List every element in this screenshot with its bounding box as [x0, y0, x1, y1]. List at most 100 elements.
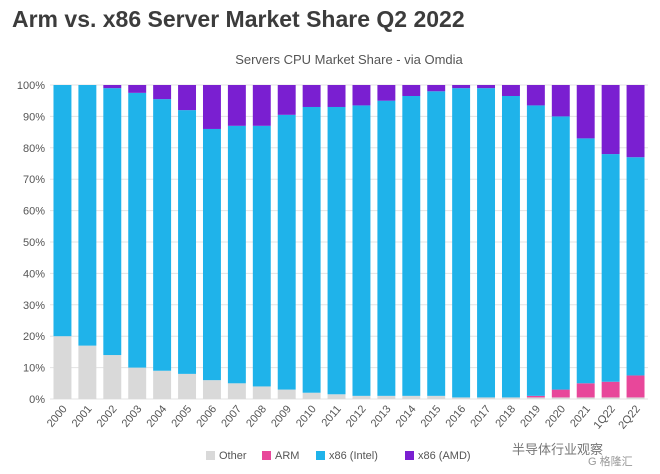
bar-segment [153, 370, 172, 399]
bar-segment [103, 88, 122, 356]
bar-segment [302, 85, 321, 107]
bar-segment [576, 85, 595, 139]
x-tick-label: 2005 [169, 403, 194, 429]
bar-segment [601, 85, 620, 155]
bar-segment [526, 85, 545, 106]
bar-segment [601, 154, 620, 382]
y-tick-label: 70% [23, 174, 45, 186]
bar-segment [53, 85, 72, 337]
bar-segment [202, 85, 221, 129]
bar-segment [402, 85, 421, 96]
x-tick-label: 2021 [568, 403, 593, 429]
bar-segment [178, 373, 197, 399]
bar-segment [277, 114, 296, 390]
y-tick-label: 100% [17, 80, 45, 92]
x-tick-label: 2018 [493, 403, 518, 429]
y-tick-label: 0% [29, 394, 45, 406]
legend-label: Other [219, 450, 247, 462]
bar-segment [626, 375, 645, 398]
x-tick-label: 2007 [219, 403, 244, 429]
x-tick-label: 2004 [144, 403, 169, 429]
bar-segment [103, 355, 122, 399]
x-tick-label: 2006 [194, 403, 219, 429]
x-tick-label: 2011 [319, 403, 343, 429]
x-tick-label: 2002 [95, 403, 120, 429]
x-tick-label: 2017 [468, 403, 493, 429]
bar-segment [477, 88, 496, 398]
bar-segment [128, 92, 147, 368]
bar-segment [452, 88, 471, 398]
bar-segment [252, 125, 271, 387]
x-tick-label: 2010 [294, 403, 319, 429]
bar-segment [202, 128, 221, 381]
bar-segment [78, 85, 97, 346]
bar-segment [526, 395, 545, 398]
bar-segment [53, 336, 72, 399]
bar-segment [327, 394, 346, 399]
bar-segment [377, 85, 396, 101]
bar-segment [277, 389, 296, 399]
bar-segment [327, 85, 346, 107]
bar-segment [227, 383, 246, 399]
bar-segment [202, 380, 221, 399]
bar-segment [626, 157, 645, 376]
bar-segment [501, 397, 520, 399]
x-tick-label: 2008 [244, 403, 269, 429]
legend-label: x86 (Intel) [329, 450, 378, 462]
y-tick-label: 80% [23, 143, 45, 155]
bar-segment [551, 116, 570, 390]
legend-label: x86 (AMD) [418, 450, 471, 462]
bar-segment [78, 345, 97, 399]
x-tick-label: 2014 [394, 403, 419, 429]
y-tick-label: 10% [23, 363, 45, 375]
bar-segment [103, 85, 122, 89]
bar-segment [352, 395, 371, 399]
bar-segment [352, 85, 371, 106]
bar-segment [576, 397, 595, 399]
x-tick-label: 2003 [120, 403, 145, 429]
y-tick-label: 30% [23, 300, 45, 312]
bar-segment [178, 85, 197, 111]
bar-segment [252, 85, 271, 126]
bar-segment [576, 138, 595, 384]
chart-title: Servers CPU Market Share - via Omdia [235, 52, 463, 67]
x-tick-label: 2012 [344, 403, 369, 429]
legend-swatch [206, 451, 215, 460]
bar-segment [128, 367, 147, 399]
bar-segment [153, 99, 172, 371]
bar-segment [227, 125, 246, 384]
y-tick-label: 40% [23, 268, 45, 280]
bar-segment [551, 397, 570, 399]
x-tick-label: 1Q22 [591, 403, 617, 431]
x-tick-label: 2000 [45, 403, 70, 429]
bar-segment [452, 85, 471, 89]
x-tick-label: 2Q22 [616, 403, 642, 431]
bar-segment [601, 381, 620, 398]
bar-segment [402, 95, 421, 396]
bar-segment [526, 105, 545, 396]
page-title: Arm vs. x86 Server Market Share Q2 2022 [12, 6, 465, 32]
legend-label: ARM [275, 450, 299, 462]
bar-segment [277, 85, 296, 115]
bar-segment [227, 85, 246, 126]
bar-segment [501, 85, 520, 96]
x-tick-label: 2015 [419, 403, 444, 429]
bar-segment [626, 397, 645, 399]
bar-segment [302, 106, 321, 393]
legend-swatch [316, 451, 325, 460]
bar-segment [377, 100, 396, 396]
y-tick-label: 60% [23, 206, 45, 218]
bar-segment [526, 397, 545, 399]
x-tick-label: 2020 [543, 403, 568, 429]
bar-segment [327, 106, 346, 395]
y-tick-label: 90% [23, 111, 45, 123]
bar-segment [402, 395, 421, 399]
bar-segment [427, 395, 446, 399]
bar-segment [501, 95, 520, 398]
bar-segment [551, 389, 570, 398]
bar-segment [302, 392, 321, 399]
bar-segment [477, 397, 496, 399]
legend-swatch [262, 451, 271, 460]
bar-segment [427, 91, 446, 396]
